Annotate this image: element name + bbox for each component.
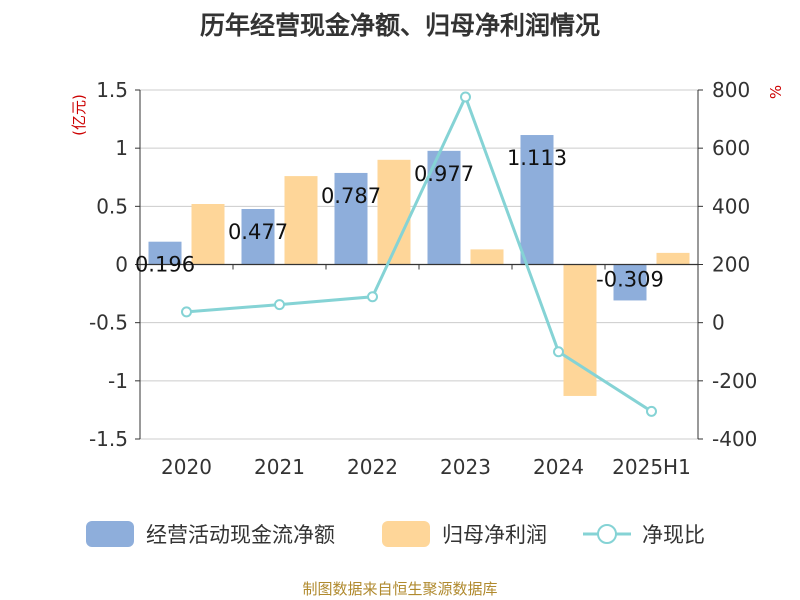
y-right-tick-label: -200 [712,369,757,393]
ratio-point [460,91,471,103]
y-left-tick-label: 0 [115,253,128,277]
ratio-point [646,405,657,417]
y-left-unit: (亿元) [70,94,88,136]
legend-label-ratio: 净现比 [642,523,705,547]
y-left-tick-label: 1 [115,136,128,160]
y-right-tick-label: 0 [712,311,725,335]
bar-net-profit [656,252,690,265]
legend-swatch-cash-flow [86,521,134,547]
legend-label-cash-flow: 经营活动现金流净额 [146,523,335,547]
x-category-label: 2023 [440,455,491,479]
x-category-label: 2022 [347,455,398,479]
legend-swatch-net-profit [382,521,430,547]
y-left-tick-label: -1.5 [89,427,128,451]
legend-layer: 经营活动现金流净额 归母净利润 净现比 [86,521,705,547]
cash-flow-data-label: 1.113 [507,146,567,170]
y-right-tick-label: 800 [712,78,750,102]
x-category-label: 2024 [533,455,584,479]
bar-net-profit [470,249,504,265]
legend-marker-ratio [597,524,617,544]
y-right-tick-label: 600 [712,136,750,160]
bar-cash-flow [334,172,368,265]
label-layer: 0.196 0.477 0.787 0.977 1.113 -0.309 [135,146,664,291]
legend-label-net-profit: 归母净利润 [442,523,547,547]
axis-layer: 1.5 1 0.5 0 -0.5 -1 -1.5 800 600 400 200 0 -200 -400 2… [70,78,785,479]
bar-cash-flow [148,241,182,265]
bar-cash-flow [241,209,275,265]
y-right-tick-label: 400 [712,194,750,218]
y-right-tick-label: -400 [712,427,757,451]
ratio-point [181,306,192,318]
y-right-tick-label: 200 [712,253,750,277]
cash-flow-data-label: 0.477 [228,220,288,244]
y-left-tick-label: -0.5 [89,311,128,335]
bar-net-profit [563,264,597,396]
x-category-label: 2020 [161,455,212,479]
cash-flow-data-label: -0.309 [596,268,664,292]
x-category-label: 2025H1 [612,455,691,479]
chart-title: 历年经营现金净额、归母净利润情况 [199,11,600,40]
ratio-line [186,93,653,413]
ratio-point [553,346,564,358]
ratio-point [367,291,378,303]
bar-net-profit [284,176,318,265]
cash-flow-data-label: 0.196 [135,253,195,277]
bar-net-profit [191,204,225,265]
line-layer [181,91,657,417]
cash-flow-data-label: 0.787 [321,184,381,208]
y-left-tick-label: 0.5 [96,194,128,218]
bar-layer [148,135,690,396]
ratio-point [274,299,285,311]
bar-cash-flow [520,135,554,265]
y-left-tick-label: -1 [108,369,128,393]
source-note: 制图数据来自恒生聚源数据库 [302,580,498,598]
y-right-unit: % [767,85,785,99]
x-category-label: 2021 [254,455,305,479]
bar-cash-flow [613,264,647,301]
y-left-tick-label: 1.5 [96,78,128,102]
cash-flow-data-label: 0.977 [414,162,474,186]
